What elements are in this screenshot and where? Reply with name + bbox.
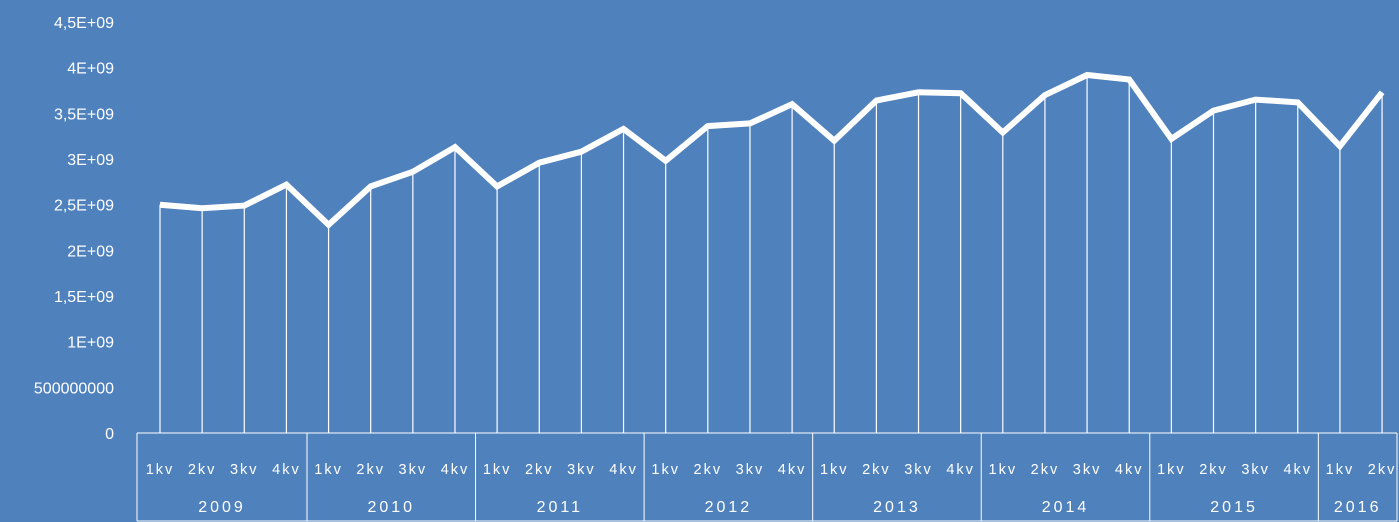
y-tick-label: 3,5E+09 [54, 106, 114, 123]
x-tick-quarter: 3kv [1073, 462, 1102, 478]
x-tick-year: 2014 [1042, 499, 1090, 516]
x-tick-quarter: 3kv [1241, 462, 1270, 478]
x-tick-quarter: 4kv [778, 462, 807, 478]
x-tick-quarter: 1kv [314, 462, 343, 478]
x-tick-quarter: 2kv [1368, 462, 1397, 478]
x-tick-year: 2013 [873, 499, 921, 516]
x-axis-frame [136, 432, 1398, 522]
x-tick-quarter: 1kv [989, 462, 1018, 478]
x-tick-quarter: 1kv [1157, 462, 1186, 478]
x-tick-quarter: 2kv [188, 462, 217, 478]
x-tick-quarter: 1kv [483, 462, 512, 478]
x-tick-quarter: 4kv [609, 462, 638, 478]
x-tick-quarter: 3kv [736, 462, 765, 478]
x-tick-quarter: 1kv [1326, 462, 1355, 478]
y-tick-label: 1E+09 [67, 335, 114, 352]
x-tick-quarter: 2kv [525, 462, 554, 478]
x-tick-quarter: 3kv [567, 462, 596, 478]
y-tick-label: 4E+09 [67, 61, 114, 78]
y-tick-label: 2E+09 [67, 243, 114, 260]
series-line-group [159, 71, 1385, 229]
y-tick-label: 2,5E+09 [54, 198, 114, 215]
x-tick-quarter: 4kv [441, 462, 470, 478]
x-tick-quarter: 1kv [820, 462, 849, 478]
x-tick-quarter: 2kv [356, 462, 385, 478]
x-tick-quarter: 2kv [1199, 462, 1228, 478]
x-tick-quarter: 2kv [862, 462, 891, 478]
y-tick-label: 0 [105, 426, 114, 443]
x-tick-year: 2010 [367, 499, 415, 516]
x-axis-ticks: 1kv 2kv 3kv 4kv 1kv 2kv 3kv 4kv 1kv 2kv 3kv 4kv 1kv 2… [146, 462, 1397, 516]
x-tick-quarter: 3kv [230, 462, 259, 478]
x-tick-year: 2016 [1334, 499, 1382, 516]
y-tick-label: 500000000 [34, 380, 114, 397]
drop-lines [159, 74, 1383, 433]
x-tick-quarter: 1kv [651, 462, 680, 478]
x-tick-quarter: 3kv [904, 462, 933, 478]
x-tick-quarter: 3kv [399, 462, 428, 478]
series-line [159, 71, 1385, 229]
x-tick-quarter: 4kv [1115, 462, 1144, 478]
y-axis-ticks: 0 500000000 1E+09 1,5E+09 2E+09 2,5E+09 3E+09 3… [34, 15, 114, 443]
x-tick-year: 2015 [1210, 499, 1258, 516]
x-tick-quarter: 4kv [946, 462, 975, 478]
x-tick-year: 2012 [705, 499, 753, 516]
x-tick-quarter: 4kv [1283, 462, 1312, 478]
x-tick-quarter: 4kv [272, 462, 301, 478]
x-tick-quarter: 2kv [694, 462, 723, 478]
y-tick-label: 3E+09 [67, 152, 114, 169]
x-tick-quarter: 2kv [1031, 462, 1060, 478]
y-tick-label: 4,5E+09 [54, 15, 114, 32]
x-tick-year: 2011 [537, 499, 583, 516]
y-tick-label: 1,5E+09 [54, 289, 114, 306]
x-tick-year: 2009 [198, 499, 246, 516]
x-tick-quarter: 1kv [146, 462, 175, 478]
